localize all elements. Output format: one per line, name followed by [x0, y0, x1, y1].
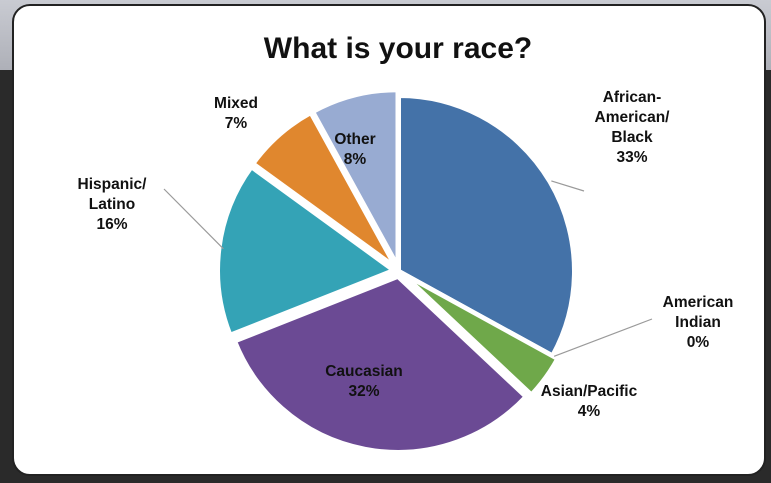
chart-title: What is your race? — [264, 32, 532, 65]
slice-label: Hispanic/Latino 16% — [78, 176, 148, 233]
leader-line — [163, 188, 224, 250]
pie-slice — [232, 274, 529, 454]
pie-slice — [402, 272, 560, 398]
slice-label: African-American/Black 33% — [595, 89, 671, 166]
leader-line — [553, 318, 653, 357]
slice-label: Asian/Pacific 4% — [541, 383, 638, 420]
slice-label: American Indian 0% — [663, 294, 734, 351]
pie-slice — [397, 93, 576, 359]
pie-slice — [310, 88, 400, 267]
leader-line — [551, 180, 585, 192]
pie-chart: What is your race? African-American/Blac… — [78, 32, 734, 454]
pie-slice — [216, 164, 398, 338]
slice-label: Mixed 7% — [214, 95, 258, 132]
pie-slice — [250, 110, 397, 269]
slice-label: Other 8% — [334, 131, 375, 168]
slice-label: Caucasian 32% — [325, 363, 403, 400]
chart-card: What is your race? African-American/Blac… — [12, 4, 766, 476]
